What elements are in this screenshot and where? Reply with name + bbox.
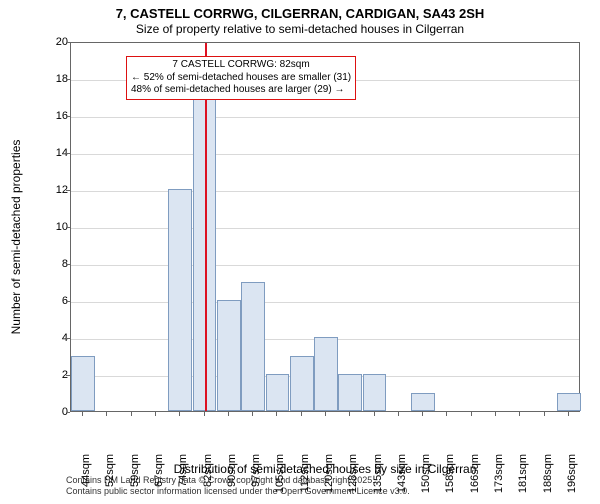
gridline	[71, 117, 579, 118]
x-tick-label: 52sqm	[104, 454, 116, 504]
marker-callout: 7 CASTELL CORRWG: 82sqm ← 52% of semi-de…	[126, 56, 356, 100]
chart-stage: 7, CASTELL CORRWG, CILGERRAN, CARDIGAN, …	[0, 0, 600, 500]
x-tick-label: 59sqm	[129, 454, 141, 504]
x-tick-label: 74sqm	[177, 454, 189, 504]
histogram-bar	[290, 356, 314, 412]
x-tick-label: 188sqm	[542, 454, 554, 504]
x-tick	[155, 412, 156, 416]
gridline	[71, 191, 579, 192]
x-tick-label: 44sqm	[80, 454, 92, 504]
callout-line-2: ← 52% of semi-detached houses are smalle…	[131, 72, 351, 85]
histogram-bar	[217, 300, 241, 411]
y-tick	[66, 375, 70, 376]
histogram-bar	[71, 356, 95, 412]
y-tick	[66, 116, 70, 117]
x-tick-label: 135sqm	[372, 454, 384, 504]
y-axis-title: Number of semi-detached properties	[9, 107, 23, 367]
chart-title-main: 7, CASTELL CORRWG, CILGERRAN, CARDIGAN, …	[0, 6, 600, 21]
gridline	[71, 154, 579, 155]
x-tick-label: 196sqm	[566, 454, 578, 504]
x-tick	[544, 412, 545, 416]
x-tick	[252, 412, 253, 416]
x-tick-label: 82sqm	[202, 454, 214, 504]
histogram-bar	[411, 393, 435, 412]
x-tick-label: 128sqm	[347, 454, 359, 504]
x-tick-label: 173sqm	[493, 454, 505, 504]
gridline	[71, 228, 579, 229]
x-tick-label: 112sqm	[299, 454, 311, 504]
x-tick	[422, 412, 423, 416]
histogram-bar	[241, 282, 265, 412]
histogram-bar	[557, 393, 581, 412]
histogram-bar	[266, 374, 290, 411]
histogram-bar	[363, 374, 387, 411]
x-tick-label: 181sqm	[517, 454, 529, 504]
y-tick	[66, 338, 70, 339]
y-tick	[66, 264, 70, 265]
y-tick	[66, 412, 70, 413]
callout-line-3: 48% of semi-detached houses are larger (…	[131, 84, 351, 97]
x-tick-label: 158sqm	[444, 454, 456, 504]
x-tick-label: 150sqm	[420, 454, 432, 504]
x-tick	[106, 412, 107, 416]
x-tick	[179, 412, 180, 416]
x-tick	[131, 412, 132, 416]
y-tick	[66, 301, 70, 302]
y-tick	[66, 227, 70, 228]
histogram-bar	[168, 189, 192, 411]
x-tick-label: 90sqm	[226, 454, 238, 504]
x-tick	[325, 412, 326, 416]
x-tick	[495, 412, 496, 416]
x-tick	[446, 412, 447, 416]
gridline	[71, 265, 579, 266]
x-tick	[398, 412, 399, 416]
x-tick	[301, 412, 302, 416]
x-tick	[374, 412, 375, 416]
gridline	[71, 302, 579, 303]
y-tick	[66, 79, 70, 80]
x-tick	[349, 412, 350, 416]
x-tick-label: 166sqm	[469, 454, 481, 504]
chart-title-sub: Size of property relative to semi-detach…	[0, 22, 600, 36]
x-tick-label: 120sqm	[323, 454, 335, 504]
histogram-bar	[338, 374, 362, 411]
y-tick	[66, 190, 70, 191]
x-tick-label: 143sqm	[396, 454, 408, 504]
x-tick-label: 97sqm	[250, 454, 262, 504]
x-tick	[204, 412, 205, 416]
x-tick-label: 67sqm	[153, 454, 165, 504]
x-tick	[82, 412, 83, 416]
histogram-bar	[314, 337, 338, 411]
x-tick	[519, 412, 520, 416]
x-tick	[276, 412, 277, 416]
callout-line-1: 7 CASTELL CORRWG: 82sqm	[131, 59, 351, 72]
x-tick	[228, 412, 229, 416]
y-tick	[66, 153, 70, 154]
x-tick	[568, 412, 569, 416]
x-tick	[471, 412, 472, 416]
x-tick-label: 105sqm	[274, 454, 286, 504]
y-tick	[66, 42, 70, 43]
